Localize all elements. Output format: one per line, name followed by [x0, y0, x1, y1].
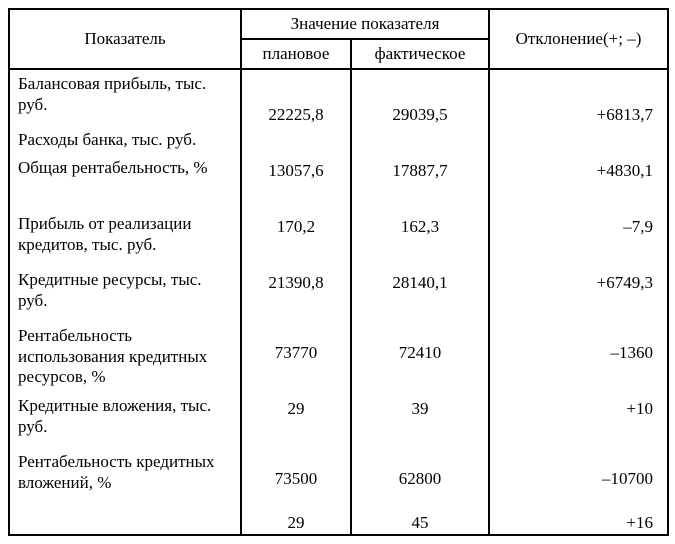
indicator-label: Общая рентабельность, %	[10, 154, 240, 210]
value-cell: 72410	[352, 294, 488, 364]
deviation-column: +6813,7+4830,1–7,9+6749,3–1360+10–10700+…	[489, 69, 668, 535]
value-cell: 45	[352, 490, 488, 534]
value-cell: 73770	[242, 294, 350, 364]
value-cell: 29039,5	[352, 70, 488, 126]
value-cell: +10	[490, 364, 667, 420]
header-actual: фактическое	[351, 39, 489, 69]
table: Показатель Значение показателя Отклонени…	[8, 8, 669, 536]
indicator-label	[10, 502, 240, 534]
actual-column: 29039,517887,7162,328140,172410396280045	[351, 69, 489, 535]
value-cell: –10700	[490, 420, 667, 490]
indicator-label: Прибыль от реализации кредитов, тыс. руб…	[10, 210, 240, 266]
value-cell: –7,9	[490, 182, 667, 238]
value-cell: +6749,3	[490, 238, 667, 294]
header-value-group: Значение показателя	[241, 9, 489, 39]
value-cell: 28140,1	[352, 238, 488, 294]
value-cell: +6813,7	[490, 70, 667, 126]
header-indicator: Показатель	[9, 9, 241, 69]
header-deviation: Отклонение(+; –)	[489, 9, 668, 69]
value-cell: 62800	[352, 420, 488, 490]
indicator-label: Балансовая прибыль, тыс. руб.	[10, 70, 240, 126]
indicator-column: Балансовая прибыль, тыс. руб.Расходы бан…	[9, 69, 241, 535]
value-cell: 22225,8	[242, 70, 350, 126]
value-cell: 170,2	[242, 182, 350, 238]
indicator-label: Кредитные вложения, тыс. руб.	[10, 392, 240, 448]
value-cell: 29	[242, 490, 350, 534]
value-cell: 29	[242, 364, 350, 420]
financial-indicators-table: Показатель Значение показателя Отклонени…	[8, 8, 667, 536]
table-header: Показатель Значение показателя Отклонени…	[9, 9, 668, 69]
value-cell: 162,3	[352, 182, 488, 238]
value-cell: –1360	[490, 294, 667, 364]
indicator-label: Расходы банка, тыс. руб.	[10, 126, 240, 154]
indicator-label: Кредитные ресурсы, тыс. руб.	[10, 266, 240, 322]
value-cell: 21390,8	[242, 238, 350, 294]
indicator-label: Рентабельность использования кре­дитных …	[10, 322, 240, 392]
value-cell: +4830,1	[490, 126, 667, 182]
value-cell: +16	[490, 490, 667, 534]
header-planned: плановое	[241, 39, 351, 69]
indicator-label: Рентабельность кре­дитных вложений, %	[10, 448, 240, 502]
value-cell: 39	[352, 364, 488, 420]
value-cell: 13057,6	[242, 126, 350, 182]
planned-column: 22225,813057,6170,221390,873770297350029	[241, 69, 351, 535]
value-cell: 73500	[242, 420, 350, 490]
value-cell: 17887,7	[352, 126, 488, 182]
